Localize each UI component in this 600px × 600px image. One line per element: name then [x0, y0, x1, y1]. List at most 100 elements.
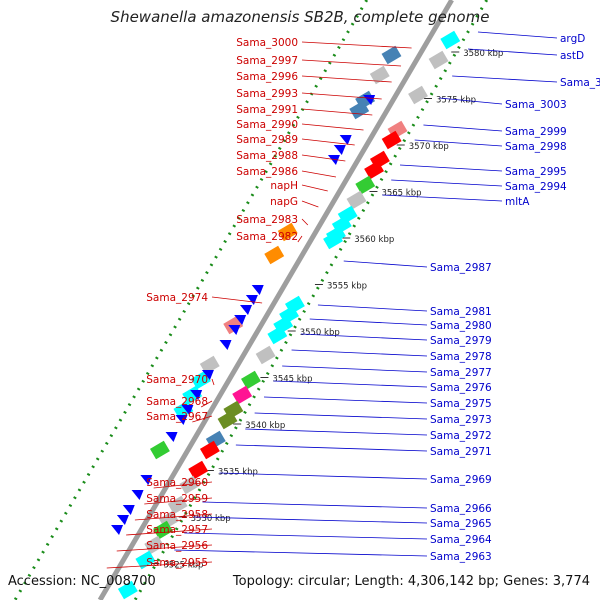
right-gene-label: Sama_2995 [505, 166, 567, 178]
right-gene-label: Sama_2976 [430, 382, 492, 394]
scale-label: 3560 kbp [354, 235, 394, 245]
left-gene-label: Sama_2997 [236, 55, 298, 67]
left-leader-line [301, 138, 355, 146]
right-gene-label: Sama_2998 [505, 141, 567, 153]
gene-feature [346, 190, 367, 210]
scale-label: 3580 kbp [463, 49, 503, 59]
gene-arrow [116, 515, 129, 525]
gene-arrow [234, 315, 247, 325]
accession-label: Accession: NC_008700 [8, 574, 156, 589]
left-leader-line [200, 400, 213, 408]
gene-feature [179, 475, 200, 495]
left-leader-line [106, 561, 213, 569]
left-leader-line [301, 154, 346, 162]
left-gene-label: Sama_2988 [236, 150, 298, 162]
gene-feature [188, 460, 209, 480]
gene-feature [349, 100, 370, 120]
left-gene-label: Sama_2991 [236, 104, 298, 116]
left-leader-line [301, 41, 412, 49]
gene-arrow [175, 415, 188, 425]
scale-label: 3575 kbp [436, 96, 476, 106]
left-gene-label: Sama_2983 [236, 214, 298, 226]
gene-feature [355, 175, 376, 195]
left-leader-line [297, 235, 303, 243]
left-leader-line [211, 378, 215, 386]
right-gene-label: Sama_2973 [430, 414, 492, 426]
gene-arrow [240, 305, 252, 315]
left-leader-line [116, 544, 213, 552]
gene-feature [191, 370, 211, 390]
right-leader-line [414, 139, 503, 147]
gene-arrow [228, 325, 241, 335]
right-leader-line [254, 412, 428, 420]
backbone [97, 0, 454, 600]
gene-arrow [219, 340, 232, 350]
left-leader-line [211, 296, 263, 304]
gene-arrow [165, 432, 178, 442]
right-leader-line [184, 532, 428, 540]
left-leader-line [301, 59, 402, 67]
gene-feature [135, 550, 156, 570]
right-gene-label: Sama_2980 [430, 320, 492, 332]
right-leader-line [317, 304, 428, 312]
right-leader-line [439, 97, 503, 105]
right-leader-line [219, 472, 428, 480]
right-leader-line [300, 333, 428, 341]
right-gene-label: Sama_2978 [430, 351, 492, 363]
scale-label: 3550 kbp [300, 328, 340, 338]
scale-label: 3555 kbp [327, 282, 367, 292]
left-gene-label: Sama_2970 [146, 374, 208, 386]
scale-label: 3525 kbp [163, 561, 203, 571]
gene-arrow [122, 505, 135, 515]
gene-feature [264, 245, 285, 265]
right-leader-line [399, 164, 503, 172]
gene-arrow [245, 295, 258, 305]
left-gene-label: Sama_2955 [146, 557, 208, 569]
right-leader-line [235, 444, 428, 452]
left-gene-label: Sama_2956 [146, 540, 208, 552]
left-gene-label: Sama_2968 [146, 396, 208, 408]
right-gene-label: argD [560, 33, 585, 45]
gene-feature [199, 440, 220, 460]
left-gene-label: Sama_2990 [236, 119, 298, 131]
left-gene-label: Sama_2996 [236, 71, 298, 83]
right-leader-line [382, 194, 503, 202]
right-leader-line [467, 48, 558, 56]
right-gene-label: Sama_2979 [430, 335, 492, 347]
right-gene-label: Sama_3003 [505, 99, 567, 111]
right-gene-label: Sama_2994 [505, 181, 567, 193]
gene-feature [440, 30, 461, 50]
right-gene-label: Sama_2965 [430, 518, 492, 530]
gene-feature [277, 222, 298, 242]
gene-feature [381, 130, 402, 150]
right-leader-line [391, 179, 503, 187]
gene-arrow [181, 405, 194, 415]
gene-feature [364, 160, 385, 180]
gene-feature [149, 440, 170, 460]
scale-label: 3545 kbp [272, 375, 312, 385]
right-gene-label: Sama_3008 [560, 77, 600, 89]
gene-feature [144, 535, 165, 555]
left-gene-label: Sama_2989 [236, 134, 298, 146]
left-gene-label: Sama_2986 [236, 166, 298, 178]
left-leader-line [301, 218, 309, 226]
gene-feature [428, 50, 449, 70]
gene-arrow [131, 490, 144, 500]
gene-arrow [190, 390, 203, 400]
right-leader-line [282, 365, 428, 373]
right-gene-label: Sama_2969 [430, 474, 492, 486]
scale-label: 3530 kbp [191, 514, 231, 524]
scale-label: 3540 kbp [245, 421, 285, 431]
right-leader-line [309, 318, 428, 326]
left-leader-line [301, 200, 319, 208]
right-leader-line [291, 349, 428, 357]
scale-label: 3565 kbp [381, 189, 421, 199]
right-leader-line [245, 428, 428, 436]
left-leader-line [301, 123, 364, 131]
gene-arrow [201, 370, 214, 380]
gene-feature [323, 230, 343, 250]
gene-feature [217, 410, 238, 430]
left-leader-line [126, 528, 213, 536]
left-gene-label: Sama_2967 [146, 411, 208, 423]
